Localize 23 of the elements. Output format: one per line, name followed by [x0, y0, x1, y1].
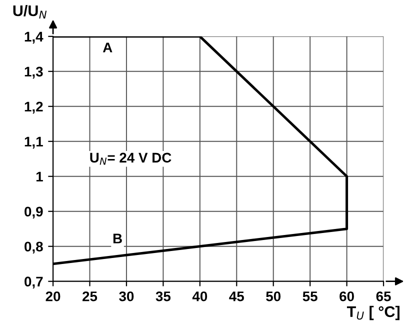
annotation: U$_{N}$= 24 V DC — [90, 152, 172, 165]
annotation: B — [113, 234, 122, 244]
x-tick-label: 30 — [119, 291, 134, 302]
x-tick-label: 55 — [302, 292, 318, 302]
x-axis-title: T$_{U}$ [ °C] — [346, 306, 400, 320]
x-tick-label: 40 — [192, 291, 208, 302]
y-axis-title: U/U$_{N}$ — [13, 4, 47, 19]
y-tick-label: 1 — [36, 172, 43, 182]
x-tick-label: 35 — [156, 291, 171, 302]
x-tick-label: 50 — [266, 291, 281, 302]
y-tick-label: 1,1 — [24, 136, 43, 149]
y-tick-label: 0,9 — [24, 206, 43, 219]
annotation: A — [102, 42, 112, 52]
y-tick-label: 0,7 — [24, 276, 43, 289]
x-tick-label: 65 — [376, 291, 391, 302]
y-tick-label: 1,2 — [24, 102, 43, 114]
x-tick-label: 20 — [46, 291, 60, 302]
x-tick-label: 60 — [340, 291, 354, 302]
y-tick-label: 1,4 — [24, 32, 44, 44]
x-tick-label: 45 — [229, 292, 244, 302]
y-tick-label: 1,3 — [24, 66, 43, 79]
y-tick-label: 0,8 — [24, 242, 43, 254]
x-tick-label: 25 — [82, 291, 98, 302]
